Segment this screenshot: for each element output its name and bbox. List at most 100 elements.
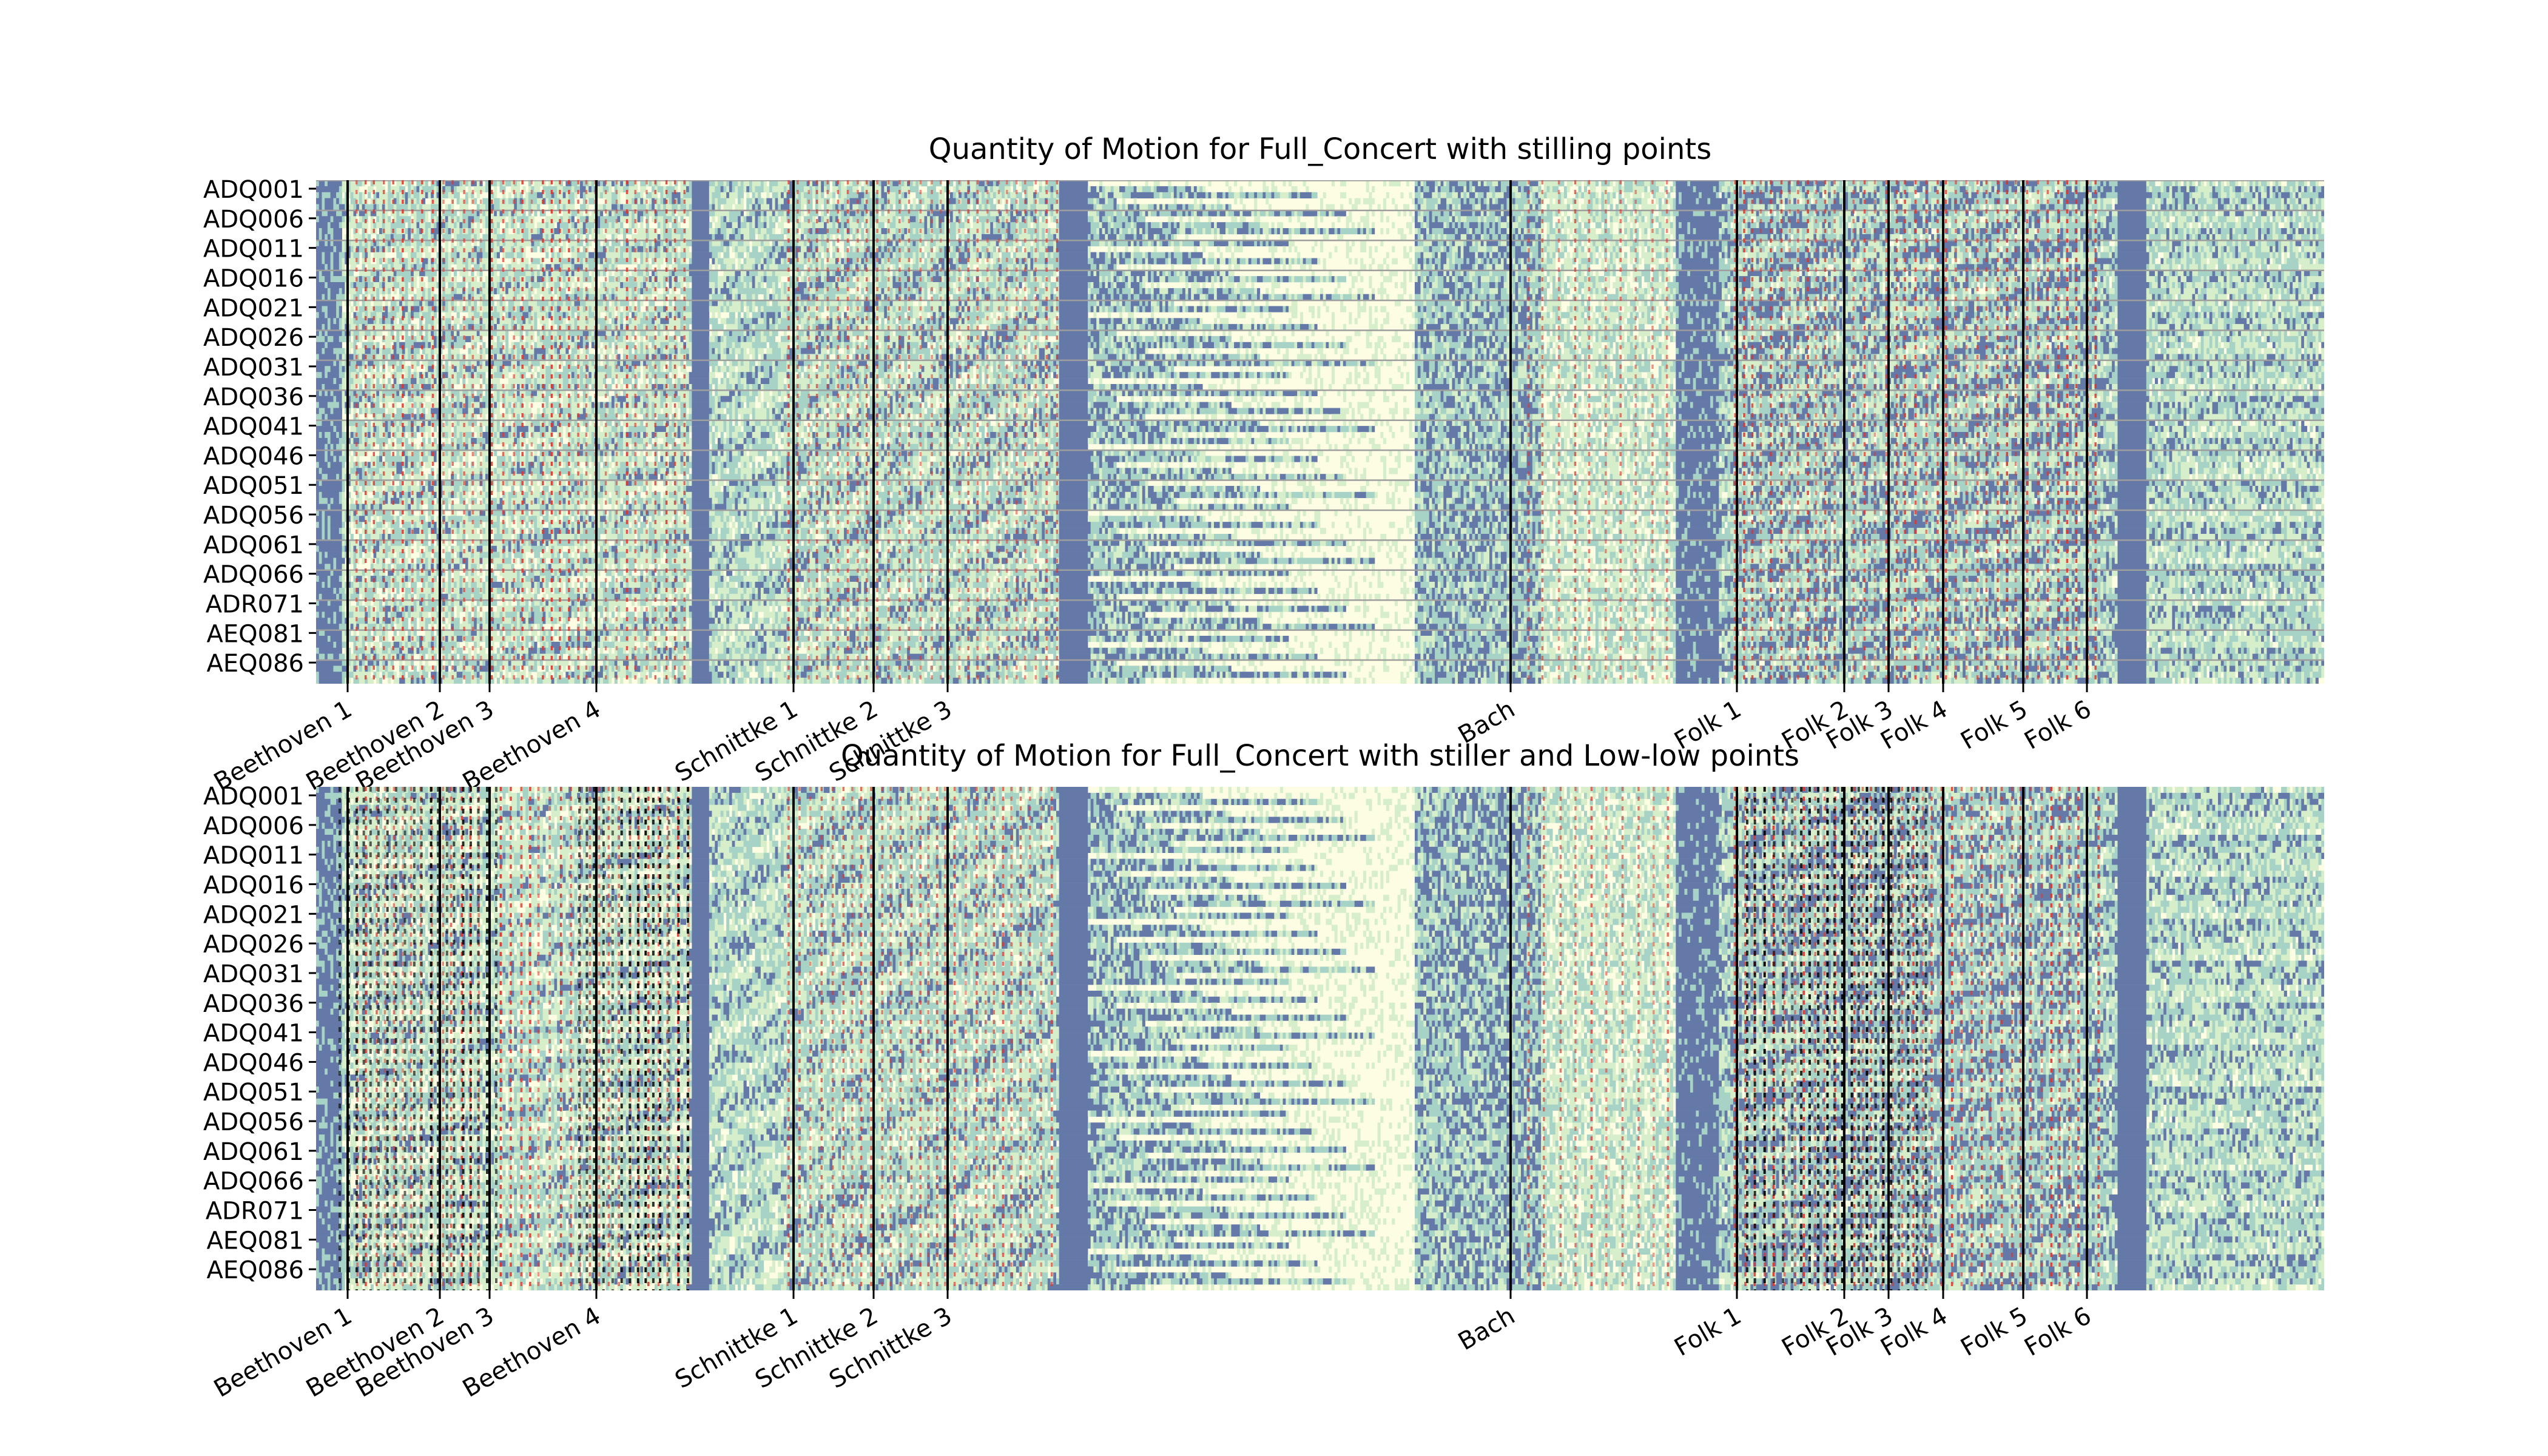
heatmap-cell [1624,216,1627,222]
heatmap-cell [1908,192,1914,198]
heatmap-cell [2155,204,2158,211]
heatmap-cell [485,228,488,234]
heatmap-cell [2000,204,2003,211]
heatmap-cell [1980,204,1983,211]
heatmap-cell [417,204,420,211]
heatmap-cell [766,234,769,240]
heatmap-cell [1656,228,1659,234]
heatmap-cell [2253,222,2262,228]
heatmap-cell [1753,186,1756,192]
heatmap-cell [2290,222,2293,228]
heatmap-cell [2192,222,2199,228]
heatmap-cell [1934,216,1937,222]
heatmap-cell [1599,198,1602,204]
heatmap-cell [517,192,520,198]
heatmap-cell [1613,234,1624,240]
heatmap-cell [1529,186,1532,192]
heatmap-cell [517,228,520,234]
heatmap-cell [892,234,895,240]
heatmap-cell [1518,186,1521,192]
heatmap-cell [1518,222,1527,228]
heatmap-cell [1168,216,1174,222]
heatmap-cell [1581,192,1584,198]
heatmap-cell [1320,216,1323,222]
heatmap-cell [580,186,586,192]
heatmap-cell [1722,228,1725,234]
heatmap-cell [1753,234,1756,240]
heatmap-cell [979,198,982,204]
heatmap-cell [775,198,778,204]
heatmap-cell [1776,234,1779,240]
heatmap-cell [755,216,758,222]
heatmap-cell [1217,198,1220,204]
heatmap-cell [2206,204,2216,211]
heatmap-cell [1882,228,1886,234]
heatmap-cell [1951,198,1954,204]
heatmap-cell [1157,204,1160,211]
heatmap-cell [1627,198,1633,204]
heatmap-cell [1148,222,1151,228]
heatmap-cell [385,222,391,228]
heatmap-cell [2195,234,2198,240]
heatmap-cell [1911,198,1923,204]
heatmap-cell [2226,222,2236,228]
heatmap-cell [322,204,325,211]
heatmap-cell [1931,216,1934,222]
heatmap-cell [1639,222,1650,228]
heatmap-cell [2301,216,2304,222]
heatmap-cell [2287,234,2293,240]
heatmap-cell [1828,204,1831,211]
heatmap-cell [2241,234,2244,240]
heatmap-cell [1816,198,1825,204]
heatmap-cell [405,228,408,234]
heatmap-cell [618,186,624,192]
heatmap-cell [592,186,595,192]
heatmap-cell [1108,192,1114,198]
heatmap-cell [1891,186,1900,192]
heatmap-cell [1696,186,1713,192]
heatmap-cell [950,192,953,198]
heatmap-cell [1093,204,1096,211]
heatmap-cell [2226,204,2230,211]
heatmap-cell [1633,192,1642,198]
heatmap-cell [379,216,382,222]
heatmap-cell [1240,198,1243,204]
heatmap-cell [1748,216,1751,222]
heatmap-cell [2158,228,2167,234]
heatmap-cell [1346,216,1352,222]
heatmap-cell [1360,228,1363,234]
heatmap-cell [2092,222,2095,228]
heatmap-cell [709,228,715,234]
heatmap-cell [2276,192,2279,198]
heatmap-cell [809,228,812,234]
heatmap-cell [979,192,982,198]
heatmap-cell [385,234,391,240]
heatmap-cell [1372,186,1375,192]
heatmap-cell [1486,204,1489,211]
heatmap-cell [789,198,792,204]
heatmap-cell [2287,198,2290,204]
heatmap-cell [525,198,528,204]
heatmap-cell [2043,216,2046,222]
heatmap-cell [1836,192,1839,198]
heatmap-cell [1225,192,1228,198]
heatmap-cell [608,222,612,228]
heatmap-cell [789,204,792,211]
heatmap-cell [781,216,787,222]
heatmap-cell [1093,234,1099,240]
heatmap-cell [910,216,916,222]
heatmap-cell [1679,198,1682,204]
heatmap-cell [2158,222,2164,228]
heatmap-cell [935,234,939,240]
heatmap-cell [1111,228,1114,234]
heatmap-cell [1716,186,1719,192]
heatmap-cell [1136,222,1145,228]
heatmap-cell [1782,222,1788,228]
heatmap-cell [1831,222,1834,228]
heatmap-cell [1682,198,1696,204]
heatmap-cell [1639,216,1642,222]
heatmap-cell [942,204,945,211]
heatmap-cell [1544,192,1547,198]
heatmap-cell [580,228,583,234]
heatmap-cell [354,234,363,240]
